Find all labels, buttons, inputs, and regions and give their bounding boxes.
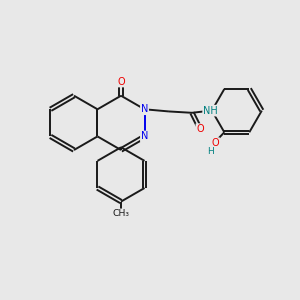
Text: O: O [117,76,125,87]
Text: CH₃: CH₃ [112,209,130,218]
Text: H: H [207,147,214,156]
Text: N: N [141,104,148,114]
Text: O: O [212,138,219,148]
Text: O: O [196,124,204,134]
Text: N: N [204,106,212,116]
Text: NH: NH [203,106,218,116]
Text: N: N [141,131,148,141]
Text: H: H [207,106,214,115]
